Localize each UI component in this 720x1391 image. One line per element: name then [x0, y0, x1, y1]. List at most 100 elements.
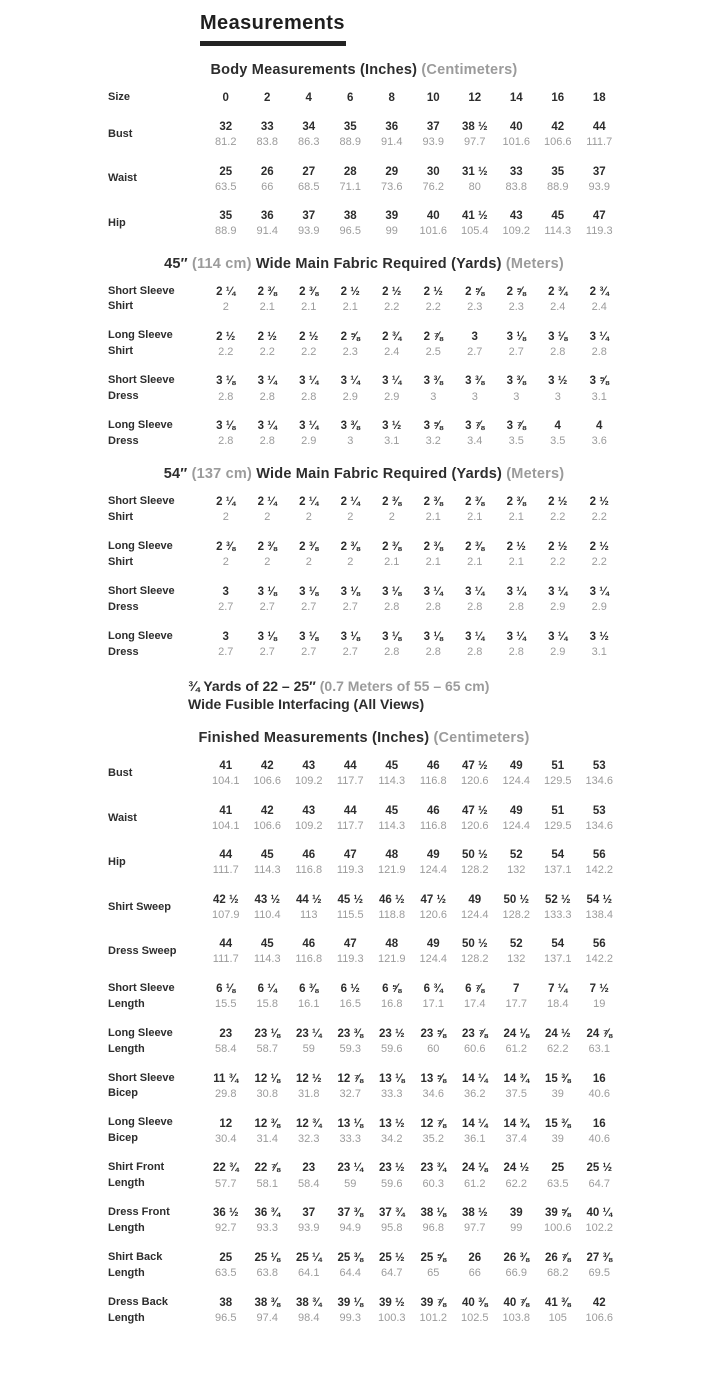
centimeters-value: 2.8 — [218, 435, 234, 448]
row-label-line: Hip — [108, 216, 126, 229]
value-cell: 31 ½ 80 — [454, 164, 496, 195]
value-cell: 6 — [330, 90, 372, 106]
value-cell: 46 116.8 — [288, 936, 330, 967]
centimeters-value: 2.7 — [301, 601, 317, 614]
centimeters-value: 62.2 — [547, 1042, 569, 1055]
value-cell: 13 ⅝ 34.6 — [413, 1071, 455, 1102]
inches-value: 2 ⅜ — [465, 541, 485, 554]
row-label-line: Size — [108, 91, 131, 104]
row-label-line: Length — [108, 1266, 145, 1279]
centimeters-value: 68.2 — [547, 1267, 569, 1280]
heading-segment: 54″ — [163, 466, 192, 483]
centimeters-value: 2.4 — [384, 345, 400, 358]
centimeters-value: 39 — [551, 1087, 564, 1100]
finished-measurements: Finished Measurements (Inches) (Centimet… — [108, 730, 620, 1326]
value-cell: 24 ½ 62.2 — [496, 1160, 538, 1191]
centimeters-value: 31.4 — [256, 1132, 278, 1145]
centimeters-value: 2.9 — [550, 601, 566, 614]
centimeters-value: 132 — [507, 953, 526, 966]
value-cell: 3 ⅛ 2.7 — [330, 584, 372, 615]
inches-value: 13 ⅛ — [337, 1117, 364, 1130]
fabric-45: 45″ (114 cm) Wide Main Fabric Required (… — [108, 256, 620, 451]
inches-value: 38 ⅜ — [254, 1297, 281, 1310]
inches-value: 2 ½ — [548, 496, 568, 509]
value-cell: 7 17.7 — [496, 981, 538, 1012]
centimeters-value: 93.9 — [298, 1222, 320, 1235]
value-cell: 2 ½ 2.1 — [330, 284, 372, 315]
inches-value: 12 ⅞ — [420, 1117, 447, 1130]
centimeters-value: 32.7 — [339, 1087, 361, 1100]
inches-value: 3 ⅞ — [506, 420, 526, 433]
value-cell: 3 ½ 3.1 — [579, 629, 621, 660]
row-label-line: Bicep — [108, 1087, 138, 1100]
value-cell: 51 129.5 — [537, 803, 579, 834]
value-cell: 24 ⅛ 61.2 — [496, 1026, 538, 1057]
table-row: Dress Sweep 44 111.7 45 114.3 46 116.8 47 119.3 4… — [108, 936, 620, 967]
value-cell: 26 66 — [247, 164, 289, 195]
centimeters-value: 116.8 — [295, 953, 323, 966]
inches-value: 40 — [509, 121, 523, 134]
centimeters-value: 120.6 — [460, 819, 489, 832]
centimeters-value: 60 — [427, 1042, 440, 1055]
value-cell: 3 ⅛ 2.8 — [413, 629, 455, 660]
value-cell: 46 116.8 — [413, 803, 455, 834]
value-cell: 2 ½ 2.1 — [496, 539, 538, 570]
inches-value: 23 ⅜ — [337, 1027, 364, 1040]
value-cell: 25 ¼ 64.1 — [288, 1250, 330, 1281]
value-cell: 40 101.6 — [496, 119, 538, 150]
inches-value: 12 — [219, 1117, 233, 1130]
value-cell: 38 96.5 — [205, 1295, 247, 1326]
inches-value: 42 — [551, 121, 565, 134]
centimeters-value: 2.8 — [508, 601, 524, 614]
centimeters-value: 2.1 — [467, 556, 483, 569]
inches-value: 47 ½ — [420, 893, 447, 906]
row-label: Shirt Front Length — [108, 1160, 205, 1192]
inches-value: 47 — [343, 938, 357, 951]
centimeters-value: 2.7 — [467, 345, 483, 358]
centimeters-value: 62.2 — [505, 1177, 527, 1190]
centimeters-value: 2.8 — [259, 435, 275, 448]
value-cell: 52 ½ 133.3 — [537, 892, 579, 923]
centimeters-value: 128.2 — [460, 864, 489, 877]
centimeters-value: 2.9 — [550, 645, 566, 658]
value-cell: 12 ⅞ 35.2 — [413, 1116, 455, 1147]
centimeters-value: 64.7 — [588, 1177, 610, 1190]
centimeters-value: 30.8 — [256, 1087, 278, 1100]
centimeters-value: 109.2 — [294, 819, 323, 832]
centimeters-value: 97.7 — [464, 1222, 486, 1235]
value-cell: 2 ½ 2.2 — [537, 494, 579, 525]
inches-value: 54 ½ — [586, 893, 613, 906]
inches-value: 25 ½ — [586, 1162, 613, 1175]
value-cell: 45 114.3 — [537, 208, 579, 239]
value-cell: 3 ¼ 2.9 — [537, 584, 579, 615]
inches-value: 32 — [219, 121, 233, 134]
value-cell: 23 ½ 59.6 — [371, 1026, 413, 1057]
value-cell: 50 ½ 128.2 — [496, 892, 538, 923]
centimeters-value: 128.2 — [460, 953, 489, 966]
value-cell: 44 111.7 — [579, 119, 621, 150]
inches-value: 4 — [305, 92, 312, 104]
centimeters-value: 2 — [264, 511, 271, 524]
value-cell: 49 124.4 — [413, 847, 455, 878]
inches-value: 3 ⅝ — [589, 375, 609, 388]
value-cell: 49 124.4 — [496, 803, 538, 834]
value-cell: 23 58.4 — [288, 1160, 330, 1191]
centimeters-value: 2.7 — [342, 645, 358, 658]
centimeters-value: 66.9 — [505, 1267, 527, 1280]
value-cell: 3 ⅞ 3.5 — [496, 418, 538, 449]
centimeters-value: 2.8 — [467, 645, 483, 658]
inches-value: 15 ⅜ — [544, 1072, 571, 1085]
inches-value: 3 ⅛ — [299, 630, 319, 643]
value-cell: 2 ⅜ 2.1 — [454, 494, 496, 525]
inches-value: 38 ⅛ — [420, 1207, 447, 1220]
centimeters-value: 80 — [468, 180, 481, 193]
inches-value: 2 ⅜ — [423, 541, 443, 554]
centimeters-value: 29.8 — [215, 1087, 237, 1100]
inches-value: 3 ⅛ — [423, 630, 443, 643]
centimeters-value: 3 — [513, 390, 520, 403]
centimeters-value: 109.2 — [294, 775, 323, 788]
